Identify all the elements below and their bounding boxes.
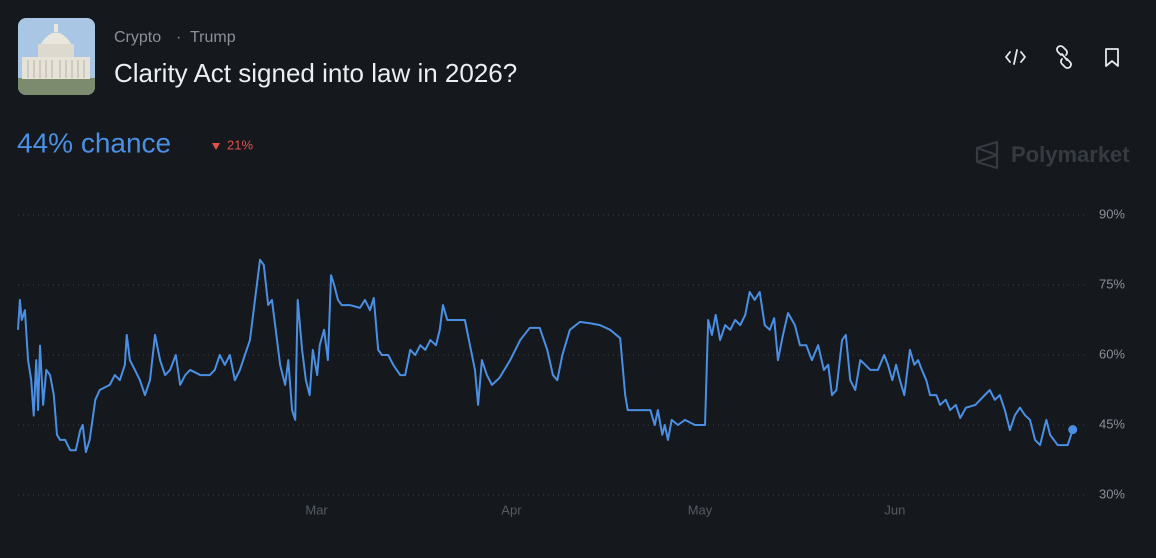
x-tick-label: Mar xyxy=(305,502,328,517)
link-icon[interactable] xyxy=(1056,45,1072,69)
embed-icon[interactable] xyxy=(1005,49,1026,65)
category[interactable]: Crypto xyxy=(114,29,161,46)
separator: · xyxy=(176,29,181,46)
market-title: Clarity Act signed into law in 2026? xyxy=(114,58,517,88)
watermark: Polymarket xyxy=(975,140,1130,170)
bookmark-icon[interactable] xyxy=(1105,48,1119,67)
current-point xyxy=(1068,425,1078,435)
watermark-text: Polymarket xyxy=(1011,142,1130,167)
y-tick-label: 75% xyxy=(1099,276,1125,291)
market-thumbnail xyxy=(18,18,95,95)
y-tick-label: 90% xyxy=(1099,206,1125,221)
x-tick-label: May xyxy=(688,502,713,517)
y-tick-label: 30% xyxy=(1099,486,1125,501)
y-tick-label: 60% xyxy=(1099,346,1125,361)
tag[interactable]: Trump xyxy=(190,29,236,46)
x-tick-label: Apr xyxy=(501,502,522,517)
x-tick-label: Jun xyxy=(884,502,905,517)
change-arrow xyxy=(212,143,220,150)
y-tick-label: 45% xyxy=(1099,416,1125,431)
change: 21% xyxy=(227,137,253,152)
price-line xyxy=(17,258,1074,454)
chance: 44% chance xyxy=(17,127,171,158)
